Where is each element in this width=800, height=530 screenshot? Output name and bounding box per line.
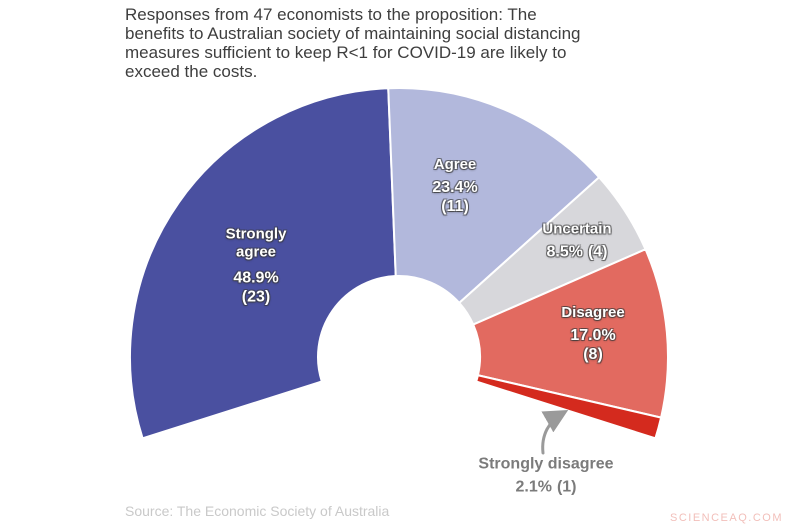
segment-values: 2.1% (1) <box>478 478 613 498</box>
segment-percent: 17.0% <box>570 327 616 344</box>
donut-segments <box>129 87 669 440</box>
strongly-disagree-pointer-arrow <box>541 410 569 455</box>
segment-count: (4) <box>587 243 608 261</box>
chart-title-line: Responses from 47 economists to the prop… <box>125 5 537 24</box>
segment-name: Agree <box>433 156 477 173</box>
source-attribution: Source: The Economic Society of Australi… <box>125 503 390 519</box>
chart-title: Responses from 47 economists to the prop… <box>125 5 695 81</box>
segment-strongly-agree <box>129 87 397 440</box>
segment-name: Disagree <box>561 304 625 321</box>
segment-agree <box>387 87 601 304</box>
segment-percent: 2.1% <box>515 478 552 496</box>
label-uncertain: Uncertain 8.5% (4) <box>542 221 611 262</box>
chart-title-line: exceed the costs. <box>125 62 258 81</box>
chart-title-line: measures sufficient to keep R<1 for COVI… <box>125 43 567 62</box>
segment-name: Strongly disagree <box>478 455 614 473</box>
segment-count: (8) <box>583 346 603 363</box>
segment-name: Strongly agree <box>225 225 287 261</box>
label-strongly-disagree: Strongly disagree 2.1% (1) <box>478 455 613 498</box>
segment-disagree <box>472 248 669 419</box>
segment-strongly-disagree <box>475 374 663 440</box>
segment-count: (23) <box>241 288 271 306</box>
chart-title-line: benefits to Australian society of mainta… <box>125 24 581 43</box>
segment-values: 8.5% (4) <box>542 243 611 262</box>
segment-count: (11) <box>441 198 469 215</box>
label-agree: Agree 23.4% (11) <box>432 156 477 216</box>
segment-name: Uncertain <box>542 220 612 238</box>
segment-percent: 8.5% <box>546 243 583 261</box>
segment-percent: 23.4% <box>432 179 478 196</box>
label-strongly-agree: Strongly agree 48.9% (23) <box>214 226 298 307</box>
segment-percent: 48.9% <box>233 269 279 287</box>
segment-count: (1) <box>556 478 577 496</box>
label-disagree: Disagree 17.0% (8) <box>561 304 624 364</box>
watermark: SCIENCEAQ.COM <box>669 512 783 524</box>
